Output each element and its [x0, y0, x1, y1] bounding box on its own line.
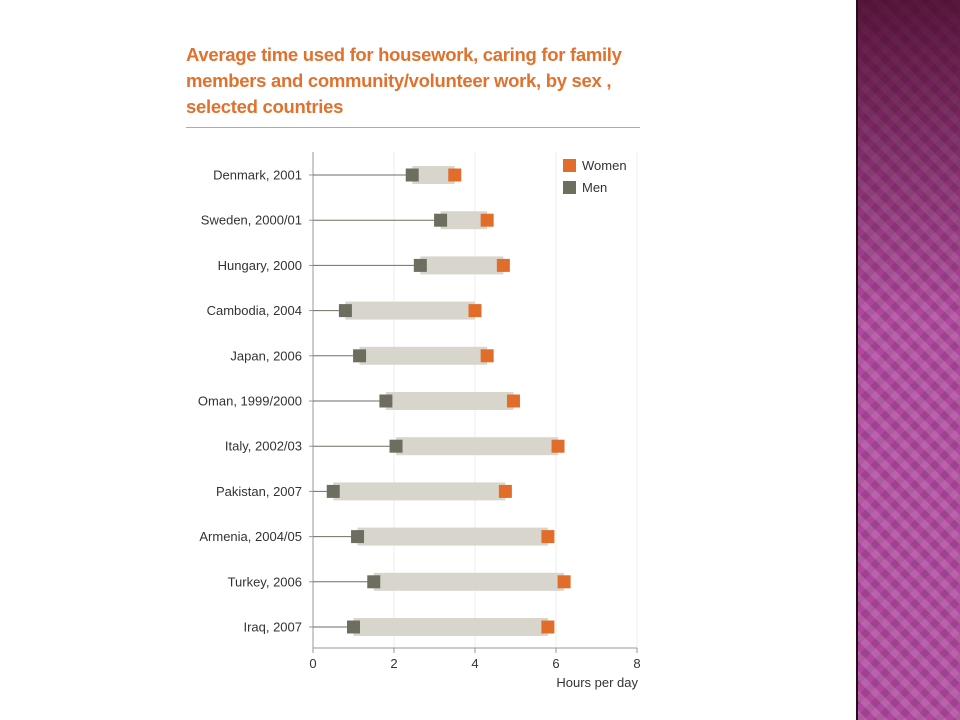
labels-layer: 0 2 4 6 8 Hours per day Denmark, 2001 Sweden, 2…: [198, 168, 641, 691]
range-bar: [412, 166, 455, 184]
women-marker: [557, 575, 571, 589]
legend-label-men: Men: [582, 180, 607, 195]
range-bar: [357, 527, 548, 546]
legend-label-women: Women: [582, 158, 627, 173]
category-label: Japan, 2006: [230, 348, 302, 363]
range-bar: [385, 392, 514, 410]
decorative-side-panel: [856, 0, 960, 720]
men-marker: [338, 304, 352, 318]
women-marker: [480, 213, 494, 227]
range-bar: [359, 346, 488, 365]
women-marker: [480, 349, 494, 363]
men-marker: [347, 620, 360, 634]
women-marker: [506, 394, 520, 408]
category-label: Hungary, 2000: [218, 258, 302, 273]
men-marker: [353, 349, 367, 363]
men-marker: [389, 439, 403, 453]
range-bar: [353, 618, 548, 636]
x-axis-label: Hours per day: [556, 675, 638, 690]
range-bar: [396, 437, 559, 456]
x-tick-label: 6: [552, 656, 559, 671]
women-marker: [448, 168, 462, 182]
category-label: Cambodia, 2004: [207, 303, 302, 318]
category-label: Italy, 2002/03: [225, 439, 302, 454]
men-marker: [367, 575, 381, 589]
range-bar: [420, 256, 504, 275]
category-label: Oman, 1999/2000: [198, 394, 302, 409]
x-tick-label: 0: [309, 656, 316, 671]
women-marker: [498, 484, 512, 498]
dot-range-chart: 0 2 4 6 8 Hours per day Denmark, 2001 Sweden, 2…: [198, 152, 641, 691]
range-bar: [440, 211, 488, 230]
marks-layer: [313, 166, 571, 636]
legend-swatch-women: [563, 159, 576, 172]
title-divider: [186, 127, 640, 128]
men-marker: [379, 394, 393, 408]
category-label: Turkey, 2006: [228, 574, 302, 589]
x-tick-label: 4: [471, 656, 478, 671]
category-label: Sweden, 2000/01: [201, 213, 302, 228]
women-marker: [496, 258, 510, 272]
category-label: Armenia, 2004/05: [199, 529, 302, 544]
category-label: Iraq, 2007: [243, 620, 302, 635]
range-bar: [373, 572, 565, 591]
x-tick-label: 8: [633, 656, 640, 671]
men-marker: [405, 168, 419, 182]
women-marker: [551, 439, 565, 453]
category-label: Pakistan, 2007: [216, 484, 302, 499]
men-marker: [351, 530, 365, 544]
women-marker: [541, 620, 555, 634]
men-marker: [326, 484, 340, 498]
women-marker: [468, 304, 482, 318]
legend-swatch-men: [563, 181, 576, 194]
range-bar: [333, 482, 506, 501]
men-marker: [434, 213, 448, 227]
men-marker: [413, 258, 427, 272]
range-bar: [345, 301, 475, 320]
category-label: Denmark, 2001: [213, 168, 302, 183]
chart-title: Average time used for housework, caring …: [186, 44, 622, 117]
women-marker: [541, 530, 555, 544]
x-tick-label: 2: [390, 656, 397, 671]
legend: Women Men: [563, 158, 627, 195]
